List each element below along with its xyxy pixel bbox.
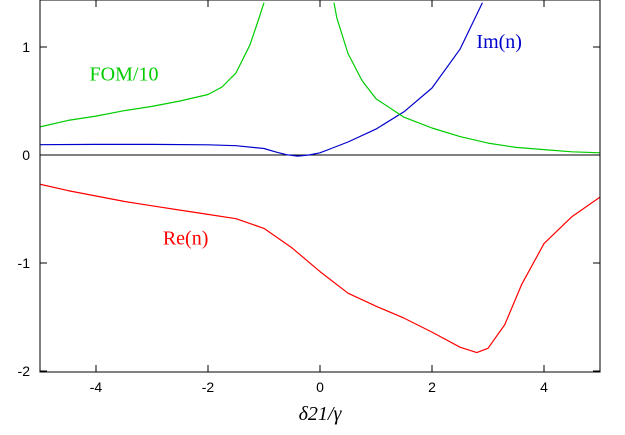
- plot-frame: [39, 0, 601, 373]
- x-tick-label: 2: [428, 379, 436, 395]
- y-tick-label: -1: [18, 255, 31, 271]
- y-tick-label: 1: [22, 39, 30, 55]
- x-tick-label: -2: [202, 379, 215, 395]
- ticks-layer: [40, 0, 600, 372]
- series-line-fom-10: [40, 2, 600, 154]
- curves-layer: [40, 2, 600, 354]
- x-tick-label: 4: [540, 379, 548, 395]
- x-axis-title: δ21/γ: [299, 403, 343, 425]
- labels-layer: -4 -2 0 2 4 -2 -1 0 1 FOM/10 Im(n) Re(n): [18, 31, 549, 395]
- series-annotation: Im(n): [476, 31, 522, 53]
- x-tick-label: 0: [316, 379, 324, 395]
- series-line-re-n: [40, 183, 600, 354]
- series-line-im-n: [40, 2, 483, 157]
- series-annotation: FOM/10: [90, 63, 159, 85]
- x-tick-label: -4: [90, 379, 103, 395]
- y-tick-label: 0: [22, 147, 30, 163]
- y-tick-label: -2: [18, 363, 31, 379]
- series-annotation: Re(n): [163, 228, 209, 250]
